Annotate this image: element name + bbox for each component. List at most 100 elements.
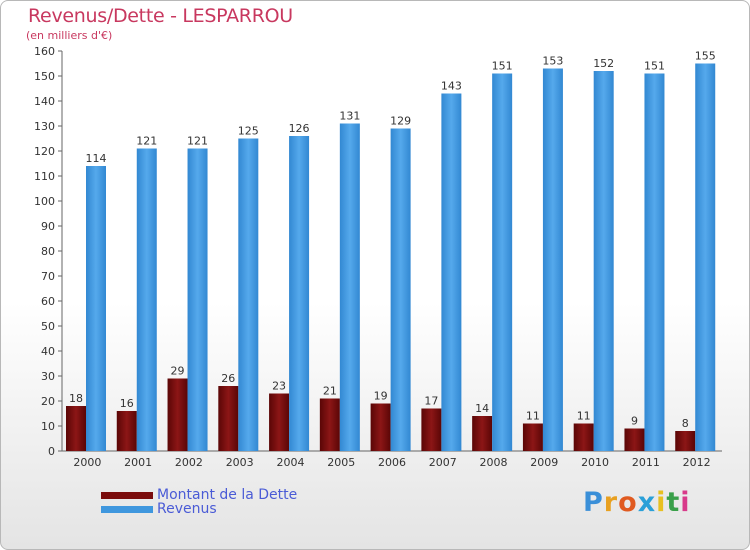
data-label-revenus: 151 bbox=[492, 60, 513, 73]
data-label-dette: 14 bbox=[475, 402, 489, 415]
y-tick-label: 130 bbox=[34, 120, 55, 133]
data-label-dette: 11 bbox=[526, 410, 540, 423]
data-label-dette: 11 bbox=[577, 410, 591, 423]
logo-letter: i bbox=[680, 487, 691, 518]
bar-revenus bbox=[289, 136, 310, 451]
y-tick-label: 0 bbox=[48, 445, 55, 458]
logo-letter: o bbox=[618, 487, 638, 518]
y-tick-label: 100 bbox=[34, 195, 55, 208]
bar-dette bbox=[66, 406, 86, 451]
y-tick-label: 110 bbox=[34, 170, 55, 183]
data-label-revenus: 126 bbox=[289, 122, 310, 135]
x-tick-label: 2007 bbox=[429, 456, 457, 469]
bar-dette bbox=[675, 431, 696, 451]
legend-label-revenus: Revenus bbox=[157, 501, 217, 517]
bar-revenus bbox=[542, 68, 563, 451]
logo-letter: i bbox=[656, 487, 667, 518]
legend-item-revenus: Revenus bbox=[101, 501, 217, 517]
legend-swatch-revenus bbox=[101, 505, 153, 513]
data-label-revenus: 121 bbox=[187, 135, 208, 148]
data-label-revenus: 155 bbox=[695, 50, 716, 63]
bar-revenus bbox=[390, 128, 411, 451]
bar-revenus bbox=[238, 138, 259, 451]
bar-dette bbox=[167, 378, 188, 451]
data-label-revenus: 131 bbox=[339, 110, 360, 123]
bar-revenus bbox=[339, 123, 360, 451]
y-tick-label: 30 bbox=[41, 370, 55, 383]
bar-dette bbox=[421, 408, 442, 451]
logo-letter: t bbox=[666, 487, 681, 518]
bar-dette bbox=[370, 403, 391, 451]
y-tick-label: 10 bbox=[41, 420, 55, 433]
y-tick-label: 60 bbox=[41, 295, 55, 308]
x-tick-label: 2006 bbox=[378, 456, 406, 469]
bar-dette bbox=[218, 386, 239, 451]
bar-revenus bbox=[136, 148, 157, 451]
data-label-revenus: 125 bbox=[238, 125, 259, 138]
bar-dette bbox=[472, 416, 493, 451]
x-tick-label: 2004 bbox=[276, 456, 304, 469]
x-tick-label: 2008 bbox=[480, 456, 508, 469]
bar-dette bbox=[116, 411, 137, 451]
data-label-revenus: 143 bbox=[441, 80, 462, 93]
data-label-dette: 17 bbox=[424, 395, 438, 408]
x-tick-label: 2011 bbox=[632, 456, 660, 469]
logo-letter: x bbox=[637, 487, 657, 518]
x-tick-label: 2000 bbox=[73, 456, 101, 469]
bar-revenus bbox=[187, 148, 208, 451]
x-tick-label: 2002 bbox=[175, 456, 203, 469]
bar-dette bbox=[269, 393, 290, 451]
y-tick-label: 80 bbox=[41, 245, 55, 258]
data-label-dette: 8 bbox=[682, 417, 689, 430]
bar-dette bbox=[624, 428, 645, 451]
y-tick-label: 50 bbox=[41, 320, 55, 333]
data-label-revenus: 114 bbox=[86, 152, 107, 165]
data-label-revenus: 153 bbox=[542, 55, 563, 68]
data-label-dette: 29 bbox=[171, 365, 185, 378]
data-label-revenus: 152 bbox=[593, 57, 614, 70]
data-label-revenus: 151 bbox=[644, 60, 665, 73]
legend-label-dette: Montant de la Dette bbox=[157, 487, 298, 503]
x-tick-label: 2009 bbox=[530, 456, 558, 469]
y-tick-label: 150 bbox=[34, 70, 55, 83]
y-tick-label: 160 bbox=[34, 45, 55, 58]
proxiti-logo: Proxiti bbox=[583, 487, 691, 518]
bar-dette bbox=[573, 423, 594, 451]
y-tick-label: 140 bbox=[34, 95, 55, 108]
bar-revenus bbox=[644, 73, 665, 451]
y-tick-label: 90 bbox=[41, 220, 55, 233]
legend-swatch-dette bbox=[101, 491, 153, 499]
y-tick-label: 70 bbox=[41, 270, 55, 283]
logo-letter: P bbox=[583, 487, 604, 518]
bar-revenus bbox=[86, 166, 106, 451]
data-label-revenus: 129 bbox=[390, 115, 411, 128]
data-label-revenus: 121 bbox=[136, 135, 157, 148]
data-label-dette: 19 bbox=[374, 390, 388, 403]
chart-title: Revenus/Dette - LESPARROU bbox=[28, 5, 293, 27]
data-label-dette: 18 bbox=[69, 392, 83, 405]
x-tick-label: 2003 bbox=[226, 456, 254, 469]
x-tick-label: 2012 bbox=[683, 456, 711, 469]
y-tick-label: 20 bbox=[41, 395, 55, 408]
chart-subtitle: (en milliers d'€) bbox=[26, 29, 113, 42]
bar-revenus bbox=[492, 73, 513, 451]
bar-revenus bbox=[593, 71, 614, 451]
x-tick-label: 2001 bbox=[124, 456, 152, 469]
data-label-dette: 21 bbox=[323, 385, 337, 398]
logo-letter: r bbox=[603, 487, 619, 518]
data-label-dette: 9 bbox=[631, 415, 638, 428]
bar-dette bbox=[522, 423, 543, 451]
x-tick-label: 2005 bbox=[327, 456, 355, 469]
bar-revenus bbox=[441, 93, 462, 451]
data-label-dette: 26 bbox=[221, 372, 235, 385]
data-label-dette: 16 bbox=[120, 397, 134, 410]
y-tick-label: 40 bbox=[41, 345, 55, 358]
bar-revenus bbox=[695, 63, 716, 451]
legend-item-dette: Montant de la Dette bbox=[101, 487, 297, 503]
y-tick-label: 120 bbox=[34, 145, 55, 158]
bar-dette bbox=[319, 398, 340, 451]
data-label-dette: 23 bbox=[272, 380, 286, 393]
x-tick-label: 2010 bbox=[581, 456, 609, 469]
